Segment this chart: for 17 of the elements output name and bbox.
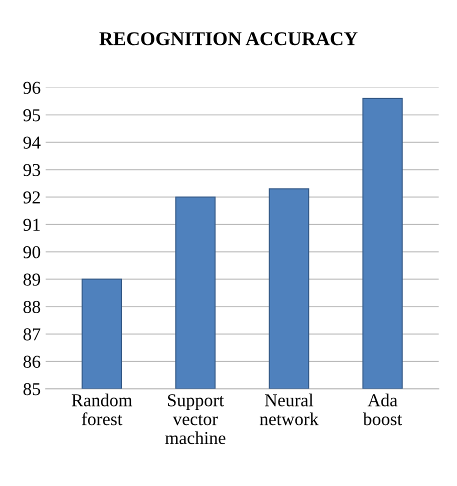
y-tick-label: 89	[23, 273, 40, 286]
chart-title: RECOGNITION ACCURACY	[99, 32, 358, 46]
y-tick-label: 87	[23, 328, 40, 340]
y-tick-label: 86	[23, 356, 40, 368]
x-tick-label: Support vector machine	[165, 394, 226, 444]
y-tick-label: 85	[23, 383, 40, 396]
y-tick-label: 92	[23, 191, 40, 204]
y-tick-label: 93	[23, 164, 40, 176]
y-tick-label: 96	[23, 82, 40, 94]
x-tick-label: Ada boost	[363, 394, 402, 426]
y-tick-label: 94	[23, 136, 41, 149]
x-tick-label: Random forest	[72, 394, 132, 426]
y-tick-label: 95	[23, 109, 40, 122]
y-tick-label: 91	[23, 218, 40, 231]
x-tick-label: Neural network	[260, 394, 319, 426]
y-tick-label: 90	[23, 246, 40, 258]
y-tick-label: 88	[23, 300, 40, 314]
